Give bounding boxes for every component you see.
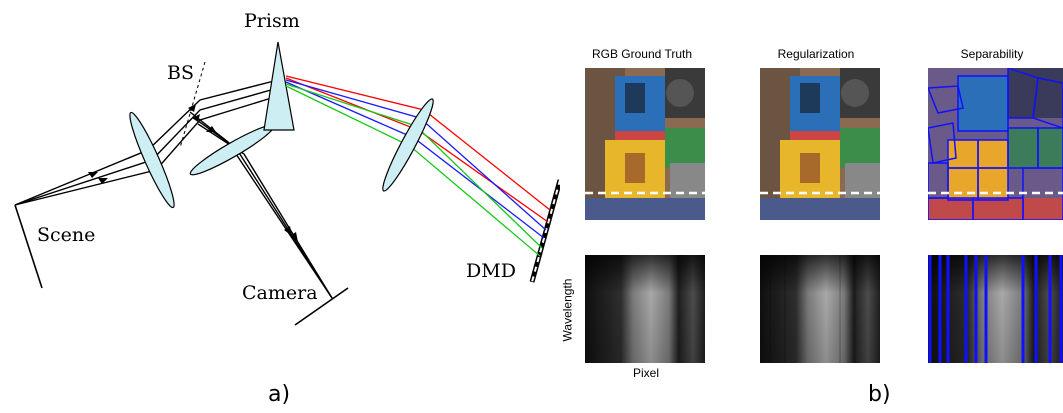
dmd-element [529,179,560,283]
title-separability: Separability [960,47,1024,61]
regularization-image [760,68,880,220]
label-scene: Scene [37,224,96,246]
camera-plane [294,287,349,326]
title-rgb-ground-truth: RGB Ground Truth [591,47,693,61]
prism-shape [263,41,295,131]
caption-a: a) [268,382,291,407]
beam-splitter [179,61,206,149]
caption-b: b) [868,382,891,407]
axis-label-pixel: Pixel [633,366,660,380]
lens-1 [129,111,175,209]
title-regularization: Regularization [777,47,855,61]
dispersed-rays [285,75,551,257]
axis-label-wavelength: Wavelength [560,278,575,342]
ray-arrows-2 [206,126,298,242]
label-bs: BS [167,62,194,84]
rgb-ground-truth-spectral-slice [585,255,705,363]
separability-spectral-slice [928,255,1063,363]
label-camera: Camera [242,282,318,304]
label-dmd: DMD [466,260,516,282]
separability-image [928,68,1063,220]
scene-plane [14,204,43,289]
lens-3 [382,98,434,192]
rays-scene-to-prism [14,79,279,206]
lens-2 [189,124,275,176]
regularization-spectral-slice [760,255,880,363]
rgb-ground-truth-image [585,68,705,220]
label-prism: Prism [244,10,300,32]
optical-setup-diagram [14,41,560,326]
